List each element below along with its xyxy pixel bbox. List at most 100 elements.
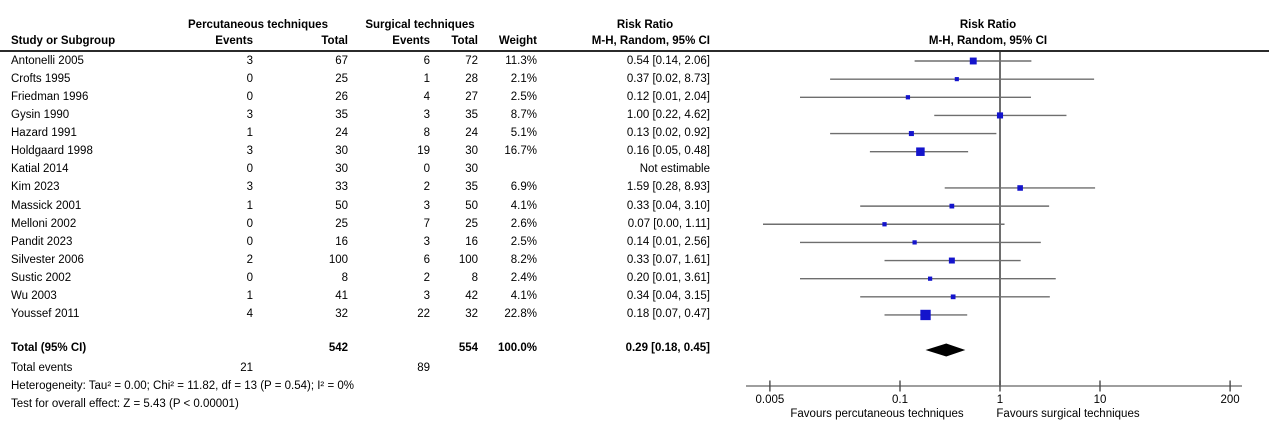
total-percutaneous-cell: 30: [335, 163, 348, 176]
header-study-subgroup: Study or Subgroup: [11, 35, 116, 47]
total-surgical-cell: 50: [465, 199, 478, 212]
events-percutaneous-cell: 2: [246, 254, 253, 267]
events-surgical-cell: 19: [417, 145, 430, 158]
effect-square: [920, 309, 931, 321]
header-events-surgical: Events: [392, 35, 430, 47]
total-surgical-cell: 27: [465, 90, 478, 103]
total-surgical-cell: 24: [465, 127, 478, 140]
risk-ratio-ci-cell: 0.20 [0.01, 3.61]: [626, 272, 710, 285]
risk-ratio-ci-cell: 0.33 [0.07, 1.61]: [626, 254, 710, 267]
effect-square: [905, 95, 911, 100]
risk-ratio-ci-cell: 0.34 [0.04, 3.15]: [626, 290, 710, 303]
study-name: Antonelli 2005: [11, 54, 84, 67]
x-axis-tick-label: 10: [1093, 394, 1107, 406]
effect-square: [882, 222, 887, 227]
risk-ratio-ci-cell: 0.18 [0.07, 0.47]: [626, 308, 710, 321]
effect-square: [948, 257, 955, 264]
total-surgical-cell: 25: [465, 217, 478, 230]
total-surgical-cell: 30: [465, 163, 478, 176]
events-percutaneous-cell: 3: [246, 54, 253, 67]
total-percutaneous-cell: 25: [335, 72, 348, 85]
header-mh-random-ci-plot: M-H, Random, 95% CI: [928, 35, 1048, 47]
total-percutaneous-cell: 25: [335, 217, 348, 230]
weight-cell: 5.1%: [510, 127, 537, 140]
favours-left-label: Favours percutaneous techniques: [790, 408, 964, 420]
total-row-label: Total (95% CI): [11, 342, 87, 354]
events-surgical-cell: 3: [423, 199, 430, 212]
study-name: Gysin 1990: [11, 108, 70, 121]
risk-ratio-ci-cell: 0.33 [0.04, 3.10]: [626, 199, 710, 212]
effect-square: [916, 147, 925, 156]
total-percutaneous-cell: 41: [335, 290, 348, 303]
effect-square: [927, 276, 933, 281]
risk-ratio-ci-cell: 0.07 [0.00, 1.11]: [627, 217, 710, 230]
events-percutaneous-cell: 1: [246, 127, 253, 140]
study-name: Crofts 1995: [11, 72, 71, 85]
risk-ratio-ci-cell: 0.14 [0.01, 2.56]: [626, 235, 710, 248]
events-percutaneous-cell: 0: [246, 72, 253, 85]
events-percutaneous-cell: 0: [246, 163, 253, 176]
events-percutaneous-cell: 0: [246, 90, 253, 103]
risk-ratio-ci-cell: Not estimable: [639, 163, 710, 176]
events-surgical-cell: 8: [423, 127, 430, 140]
total-percutaneous-cell: 30: [335, 145, 348, 158]
study-name: Friedman 1996: [11, 90, 89, 103]
events-percutaneous-cell: 4: [246, 308, 253, 321]
total-percutaneous-cell: 100: [328, 254, 348, 267]
total-surgical-cell: 8: [471, 272, 478, 285]
events-surgical-cell: 3: [423, 290, 430, 303]
total-events-label: Total events: [11, 362, 73, 374]
events-percutaneous-cell: 0: [246, 235, 253, 248]
risk-ratio-ci-cell: 0.54 [0.14, 2.06]: [626, 54, 710, 67]
events-surgical-cell: 3: [423, 108, 430, 121]
study-name: Katial 2014: [11, 163, 69, 176]
total-surgical-cell: 72: [465, 54, 478, 67]
study-name: Sustic 2002: [11, 272, 72, 285]
header-mh-random-ci-table: M-H, Random, 95% CI: [591, 35, 710, 47]
total-percutaneous-cell: 32: [335, 308, 348, 321]
risk-ratio-ci-cell: 1.59 [0.28, 8.93]: [626, 181, 710, 194]
weight-cell: 11.3%: [505, 54, 537, 67]
header-total-percutaneous: Total: [321, 35, 348, 47]
study-name: Hazard 1991: [11, 127, 77, 140]
weight-cell: 2.6%: [510, 217, 537, 230]
total-percutaneous-cell: 35: [335, 108, 348, 121]
events-surgical-cell: 2: [423, 181, 430, 194]
overall-effect-test: Test for overall effect: Z = 5.43 (P < 0…: [11, 398, 239, 410]
events-surgical-cell: 6: [423, 254, 430, 267]
total-percutaneous-cell: 67: [335, 54, 348, 67]
events-percutaneous-cell: 3: [246, 181, 253, 194]
header-total-surgical: Total: [451, 35, 478, 47]
weight-cell: 4.1%: [510, 199, 537, 212]
risk-ratio-ci-cell: 1.00 [0.22, 4.62]: [626, 108, 710, 121]
study-name: Silvester 2006: [11, 254, 84, 267]
weight-cell: 2.1%: [510, 72, 537, 85]
risk-ratio-ci-cell: 0.37 [0.02, 8.73]: [626, 72, 710, 85]
events-surgical-cell: 6: [423, 54, 430, 67]
events-surgical-cell: 3: [423, 235, 430, 248]
header-risk-ratio-table: Risk Ratio: [616, 19, 674, 31]
events-surgical-cell: 1: [423, 72, 430, 85]
effect-square: [912, 240, 917, 245]
study-name: Youssef 2011: [11, 308, 80, 321]
study-name: Kim 2023: [11, 181, 60, 194]
total-n-surgical: 554: [458, 342, 478, 354]
effect-square: [1017, 185, 1023, 191]
total-percutaneous-cell: 24: [335, 127, 348, 140]
x-axis-tick-label: 200: [1220, 394, 1240, 406]
header-events-percutaneous: Events: [215, 35, 253, 47]
effect-square: [969, 57, 977, 65]
total-percutaneous-cell: 26: [335, 90, 348, 103]
events-percutaneous-cell: 3: [246, 145, 253, 158]
x-axis-tick-label: 0.1: [892, 394, 908, 406]
total-surgical-cell: 28: [465, 72, 478, 85]
favours-right-label: Favours surgical techniques: [996, 408, 1140, 420]
events-surgical-cell: 4: [423, 90, 430, 103]
total-percutaneous-cell: 50: [335, 199, 348, 212]
total-surgical-cell: 100: [458, 254, 478, 267]
effect-square: [950, 294, 956, 300]
weight-cell: 8.2%: [510, 254, 537, 267]
total-percutaneous-cell: 8: [341, 272, 348, 285]
